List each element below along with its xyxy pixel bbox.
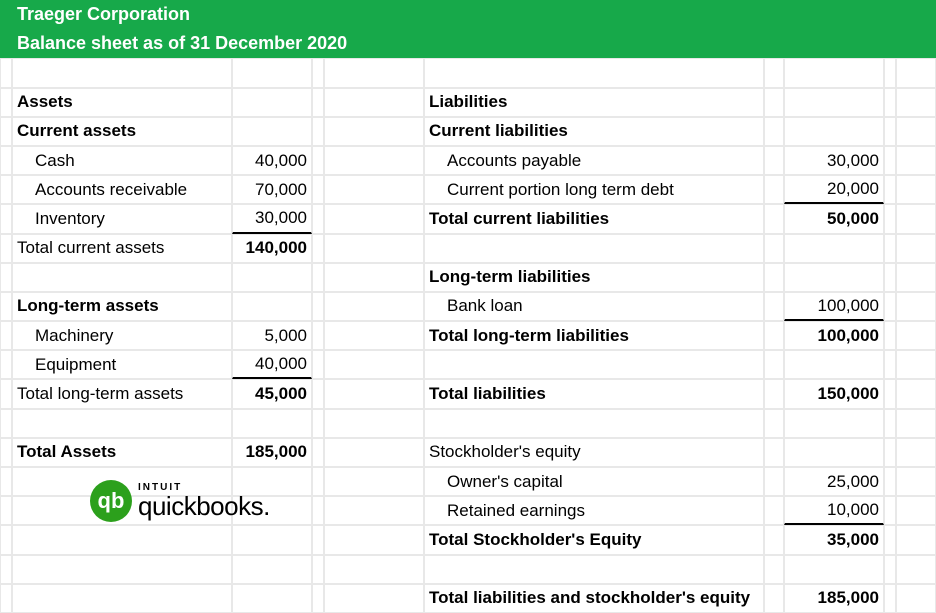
inventory-label: Inventory bbox=[12, 204, 232, 233]
ap-label: Accounts payable bbox=[424, 146, 764, 175]
ap-value: 30,000 bbox=[784, 146, 884, 175]
total-current-assets-label: Total current assets bbox=[12, 234, 232, 263]
sheet-title: Balance sheet as of 31 December 2020 bbox=[12, 29, 884, 58]
total-current-liab-value: 50,000 bbox=[784, 204, 884, 233]
owners-capital-label: Owner's capital bbox=[424, 467, 764, 496]
total-lt-assets-label: Total long-term assets bbox=[12, 379, 232, 408]
cash-label: Cash bbox=[12, 146, 232, 175]
total-assets-label: Total Assets bbox=[12, 438, 232, 467]
owners-capital-value: 25,000 bbox=[784, 467, 884, 496]
ar-value: 70,000 bbox=[232, 175, 312, 204]
cash-value: 40,000 bbox=[232, 146, 312, 175]
total-lt-assets-value: 45,000 bbox=[232, 379, 312, 408]
ar-label: Accounts receivable bbox=[12, 175, 232, 204]
assets-heading: Assets bbox=[12, 88, 232, 117]
current-assets-heading: Current assets bbox=[12, 117, 232, 146]
inventory-value: 30,000 bbox=[232, 204, 312, 233]
total-current-liab-label: Total current liabilities bbox=[424, 204, 764, 233]
total-liab-value: 150,000 bbox=[784, 379, 884, 408]
total-current-assets-value: 140,000 bbox=[232, 234, 312, 263]
total-equity-value: 35,000 bbox=[784, 525, 884, 554]
total-liab-label: Total liabilities bbox=[424, 379, 764, 408]
retained-value: 10,000 bbox=[784, 496, 884, 525]
cpltd-value: 20,000 bbox=[784, 175, 884, 204]
equipment-value: 40,000 bbox=[232, 350, 312, 379]
total-lt-liab-label: Total long-term liabilities bbox=[424, 321, 764, 350]
grand-total-value: 185,000 bbox=[784, 584, 884, 613]
liabilities-heading: Liabilities bbox=[424, 88, 764, 117]
total-assets-value: 185,000 bbox=[232, 438, 312, 467]
lt-assets-heading: Long-term assets bbox=[12, 292, 232, 321]
cpltd-label: Current portion long term debt bbox=[424, 175, 764, 204]
equity-heading: Stockholder's equity bbox=[424, 438, 764, 467]
bankloan-label: Bank loan bbox=[424, 292, 764, 321]
equipment-label: Equipment bbox=[12, 350, 232, 379]
total-equity-label: Total Stockholder's Equity bbox=[424, 525, 764, 554]
machinery-label: Machinery bbox=[12, 321, 232, 350]
bankloan-value: 100,000 bbox=[784, 292, 884, 321]
total-lt-liab-value: 100,000 bbox=[784, 321, 884, 350]
retained-label: Retained earnings bbox=[424, 496, 764, 525]
current-liabilities-heading: Current liabilities bbox=[424, 117, 764, 146]
machinery-value: 5,000 bbox=[232, 321, 312, 350]
company-name: Traeger Corporation bbox=[12, 0, 884, 29]
grand-total-label: Total liabilities and stockholder's equi… bbox=[424, 584, 764, 613]
lt-liab-heading: Long-term liabilities bbox=[424, 263, 764, 292]
